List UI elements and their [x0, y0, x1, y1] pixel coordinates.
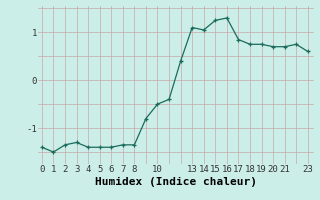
X-axis label: Humidex (Indice chaleur): Humidex (Indice chaleur)	[95, 177, 257, 187]
